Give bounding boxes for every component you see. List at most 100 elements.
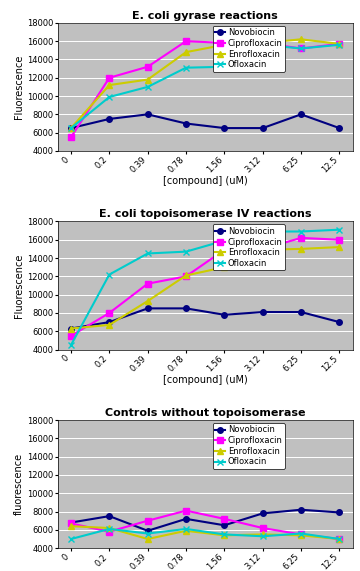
Line: Ciprofloxacin: Ciprofloxacin — [68, 508, 342, 542]
Enrofloxacin — [145, 297, 150, 304]
Ciprofloxacin — [69, 332, 73, 339]
Ofloxacin — [184, 248, 188, 255]
Novobiocin — [69, 124, 73, 131]
Enrofloxacin — [107, 82, 112, 89]
Line: Enrofloxacin: Enrofloxacin — [68, 244, 342, 331]
Ciprofloxacin — [337, 536, 342, 542]
Enrofloxacin — [337, 41, 342, 47]
Ofloxacin — [145, 530, 150, 537]
Line: Novobiocin: Novobiocin — [68, 305, 342, 331]
Novobiocin — [145, 111, 150, 118]
Line: Enrofloxacin: Enrofloxacin — [68, 37, 342, 131]
Novobiocin — [107, 115, 112, 122]
Ofloxacin — [184, 65, 188, 71]
Ciprofloxacin — [145, 280, 150, 287]
Ciprofloxacin — [299, 235, 303, 242]
Ciprofloxacin — [69, 520, 73, 527]
Novobiocin — [261, 510, 265, 517]
Ciprofloxacin — [184, 273, 188, 280]
Line: Ofloxacin: Ofloxacin — [68, 227, 342, 348]
Enrofloxacin — [261, 246, 265, 253]
Enrofloxacin — [184, 528, 188, 534]
Novobiocin — [184, 120, 188, 127]
Enrofloxacin — [299, 36, 303, 43]
Y-axis label: Fluorescence: Fluorescence — [14, 55, 24, 119]
Title: E. coli topoisomerase IV reactions: E. coli topoisomerase IV reactions — [99, 209, 311, 219]
Enrofloxacin — [69, 325, 73, 332]
Ciprofloxacin — [184, 507, 188, 514]
Ciprofloxacin — [184, 38, 188, 45]
Novobiocin — [299, 111, 303, 118]
Ciprofloxacin — [299, 531, 303, 538]
Novobiocin — [261, 124, 265, 131]
Ciprofloxacin — [261, 246, 265, 252]
Legend: Novobiocin, Ciprofloxacin, Enrofloxacin, Ofloxacin: Novobiocin, Ciprofloxacin, Enrofloxacin,… — [213, 224, 285, 271]
Ciprofloxacin — [222, 516, 226, 522]
Ofloxacin — [69, 536, 73, 542]
X-axis label: [compound] (uM): [compound] (uM) — [163, 176, 248, 186]
Ofloxacin — [299, 530, 303, 537]
Line: Ciprofloxacin: Ciprofloxacin — [68, 38, 342, 140]
Ofloxacin — [261, 228, 265, 235]
X-axis label: [compound] (uM): [compound] (uM) — [163, 375, 248, 385]
Line: Ofloxacin: Ofloxacin — [68, 526, 342, 542]
Enrofloxacin — [184, 272, 188, 279]
Ofloxacin — [145, 83, 150, 90]
Ofloxacin — [222, 63, 226, 70]
Novobiocin — [184, 305, 188, 312]
Ciprofloxacin — [222, 39, 226, 46]
Enrofloxacin — [337, 244, 342, 251]
Ciprofloxacin — [222, 246, 226, 253]
Enrofloxacin — [261, 39, 265, 46]
Enrofloxacin — [222, 532, 226, 539]
Novobiocin — [107, 319, 112, 325]
Line: Ciprofloxacin: Ciprofloxacin — [68, 235, 342, 339]
Ofloxacin — [299, 228, 303, 235]
Ciprofloxacin — [107, 309, 112, 316]
Novobiocin — [222, 522, 226, 529]
Ofloxacin — [184, 525, 188, 532]
Ciprofloxacin — [145, 517, 150, 524]
Title: Controls without topoisomerase: Controls without topoisomerase — [105, 408, 305, 418]
Novobiocin — [69, 519, 73, 526]
Legend: Novobiocin, Ciprofloxacin, Enrofloxacin, Ofloxacin: Novobiocin, Ciprofloxacin, Enrofloxacin,… — [213, 26, 285, 72]
Enrofloxacin — [261, 531, 265, 538]
Ofloxacin — [222, 531, 226, 538]
Ciprofloxacin — [299, 45, 303, 52]
Ciprofloxacin — [337, 41, 342, 47]
Enrofloxacin — [69, 124, 73, 131]
Ofloxacin — [107, 525, 112, 532]
Line: Novobiocin: Novobiocin — [68, 111, 342, 131]
Novobiocin — [69, 325, 73, 332]
Novobiocin — [337, 509, 342, 516]
Ofloxacin — [337, 536, 342, 542]
Ciprofloxacin — [69, 134, 73, 140]
Enrofloxacin — [145, 536, 150, 542]
Enrofloxacin — [145, 76, 150, 83]
Ofloxacin — [299, 45, 303, 52]
Novobiocin — [145, 305, 150, 312]
Ciprofloxacin — [107, 528, 112, 535]
Ciprofloxacin — [107, 74, 112, 81]
Ciprofloxacin — [145, 63, 150, 70]
Novobiocin — [337, 319, 342, 325]
Ofloxacin — [261, 533, 265, 540]
Enrofloxacin — [222, 264, 226, 271]
Ofloxacin — [337, 41, 342, 48]
Ofloxacin — [222, 237, 226, 244]
Enrofloxacin — [299, 532, 303, 539]
Ofloxacin — [337, 226, 342, 233]
Novobiocin — [145, 528, 150, 534]
Ciprofloxacin — [261, 525, 265, 532]
Novobiocin — [261, 308, 265, 315]
Novobiocin — [107, 513, 112, 520]
Ofloxacin — [69, 124, 73, 131]
Ofloxacin — [261, 41, 265, 48]
Y-axis label: fluorescence: fluorescence — [14, 453, 24, 515]
Ciprofloxacin — [337, 236, 342, 243]
Enrofloxacin — [337, 536, 342, 542]
Novobiocin — [222, 124, 226, 131]
Enrofloxacin — [69, 523, 73, 530]
Title: E. coli gyrase reactions: E. coli gyrase reactions — [132, 11, 278, 21]
Y-axis label: Fluorescence: Fluorescence — [14, 254, 24, 317]
